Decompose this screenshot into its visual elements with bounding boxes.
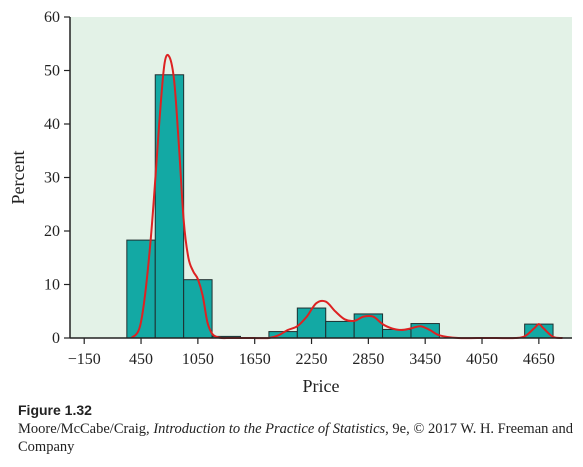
histogram-bar — [183, 279, 213, 339]
y-axis-title: Percent — [8, 151, 28, 205]
x-axis-title: Price — [303, 376, 340, 396]
x-tick-label: 2250 — [296, 351, 328, 368]
y-tick-label: 40 — [44, 116, 60, 133]
credit-authors: Moore/McCabe/Craig, — [18, 421, 154, 437]
x-tick-label: 4050 — [466, 351, 498, 368]
histogram-bar — [154, 74, 185, 339]
histogram-bar — [382, 328, 412, 339]
histogram-bar — [325, 320, 355, 339]
y-tick-label: 10 — [44, 277, 60, 294]
y-tick-label: 30 — [44, 170, 60, 187]
x-tick-label: 1650 — [239, 351, 271, 368]
y-tick-label: 60 — [44, 9, 60, 26]
histogram-bar — [353, 313, 384, 339]
figure-credit: Moore/McCabe/Craig, Introduction to the … — [18, 420, 578, 456]
histogram-chart: −150 450 1050 1650 2250 2850 3450 4050 465001020… — [8, 9, 572, 396]
histogram-bar — [524, 323, 554, 339]
figure-caption: Figure 1.32 Moore/McCabe/Craig, Introduc… — [18, 402, 578, 456]
y-tick-label: 0 — [52, 330, 60, 347]
y-tick-label: 50 — [44, 63, 60, 80]
axes-group: −150 450 1050 1650 2250 2850 3450 4050 465001020… — [44, 9, 572, 368]
credit-publisher: , 9e, © 2017 W. H. Freeman and Company — [18, 421, 573, 455]
histogram-bar — [410, 323, 440, 339]
x-tick-label: 3450 — [409, 351, 441, 368]
bars-group — [126, 74, 554, 339]
x-tick-label: 2850 — [352, 351, 384, 368]
figure-label: Figure 1.32 — [18, 402, 92, 418]
x-tick-label: −150 — [68, 351, 101, 368]
credit-book-title: Introduction to the Practice of Statisti… — [153, 421, 386, 437]
x-tick-label: 1050 — [182, 351, 214, 368]
x-tick-label: 450 — [129, 351, 153, 368]
y-tick-label: 20 — [44, 223, 60, 240]
x-tick-label: 4650 — [523, 351, 555, 368]
